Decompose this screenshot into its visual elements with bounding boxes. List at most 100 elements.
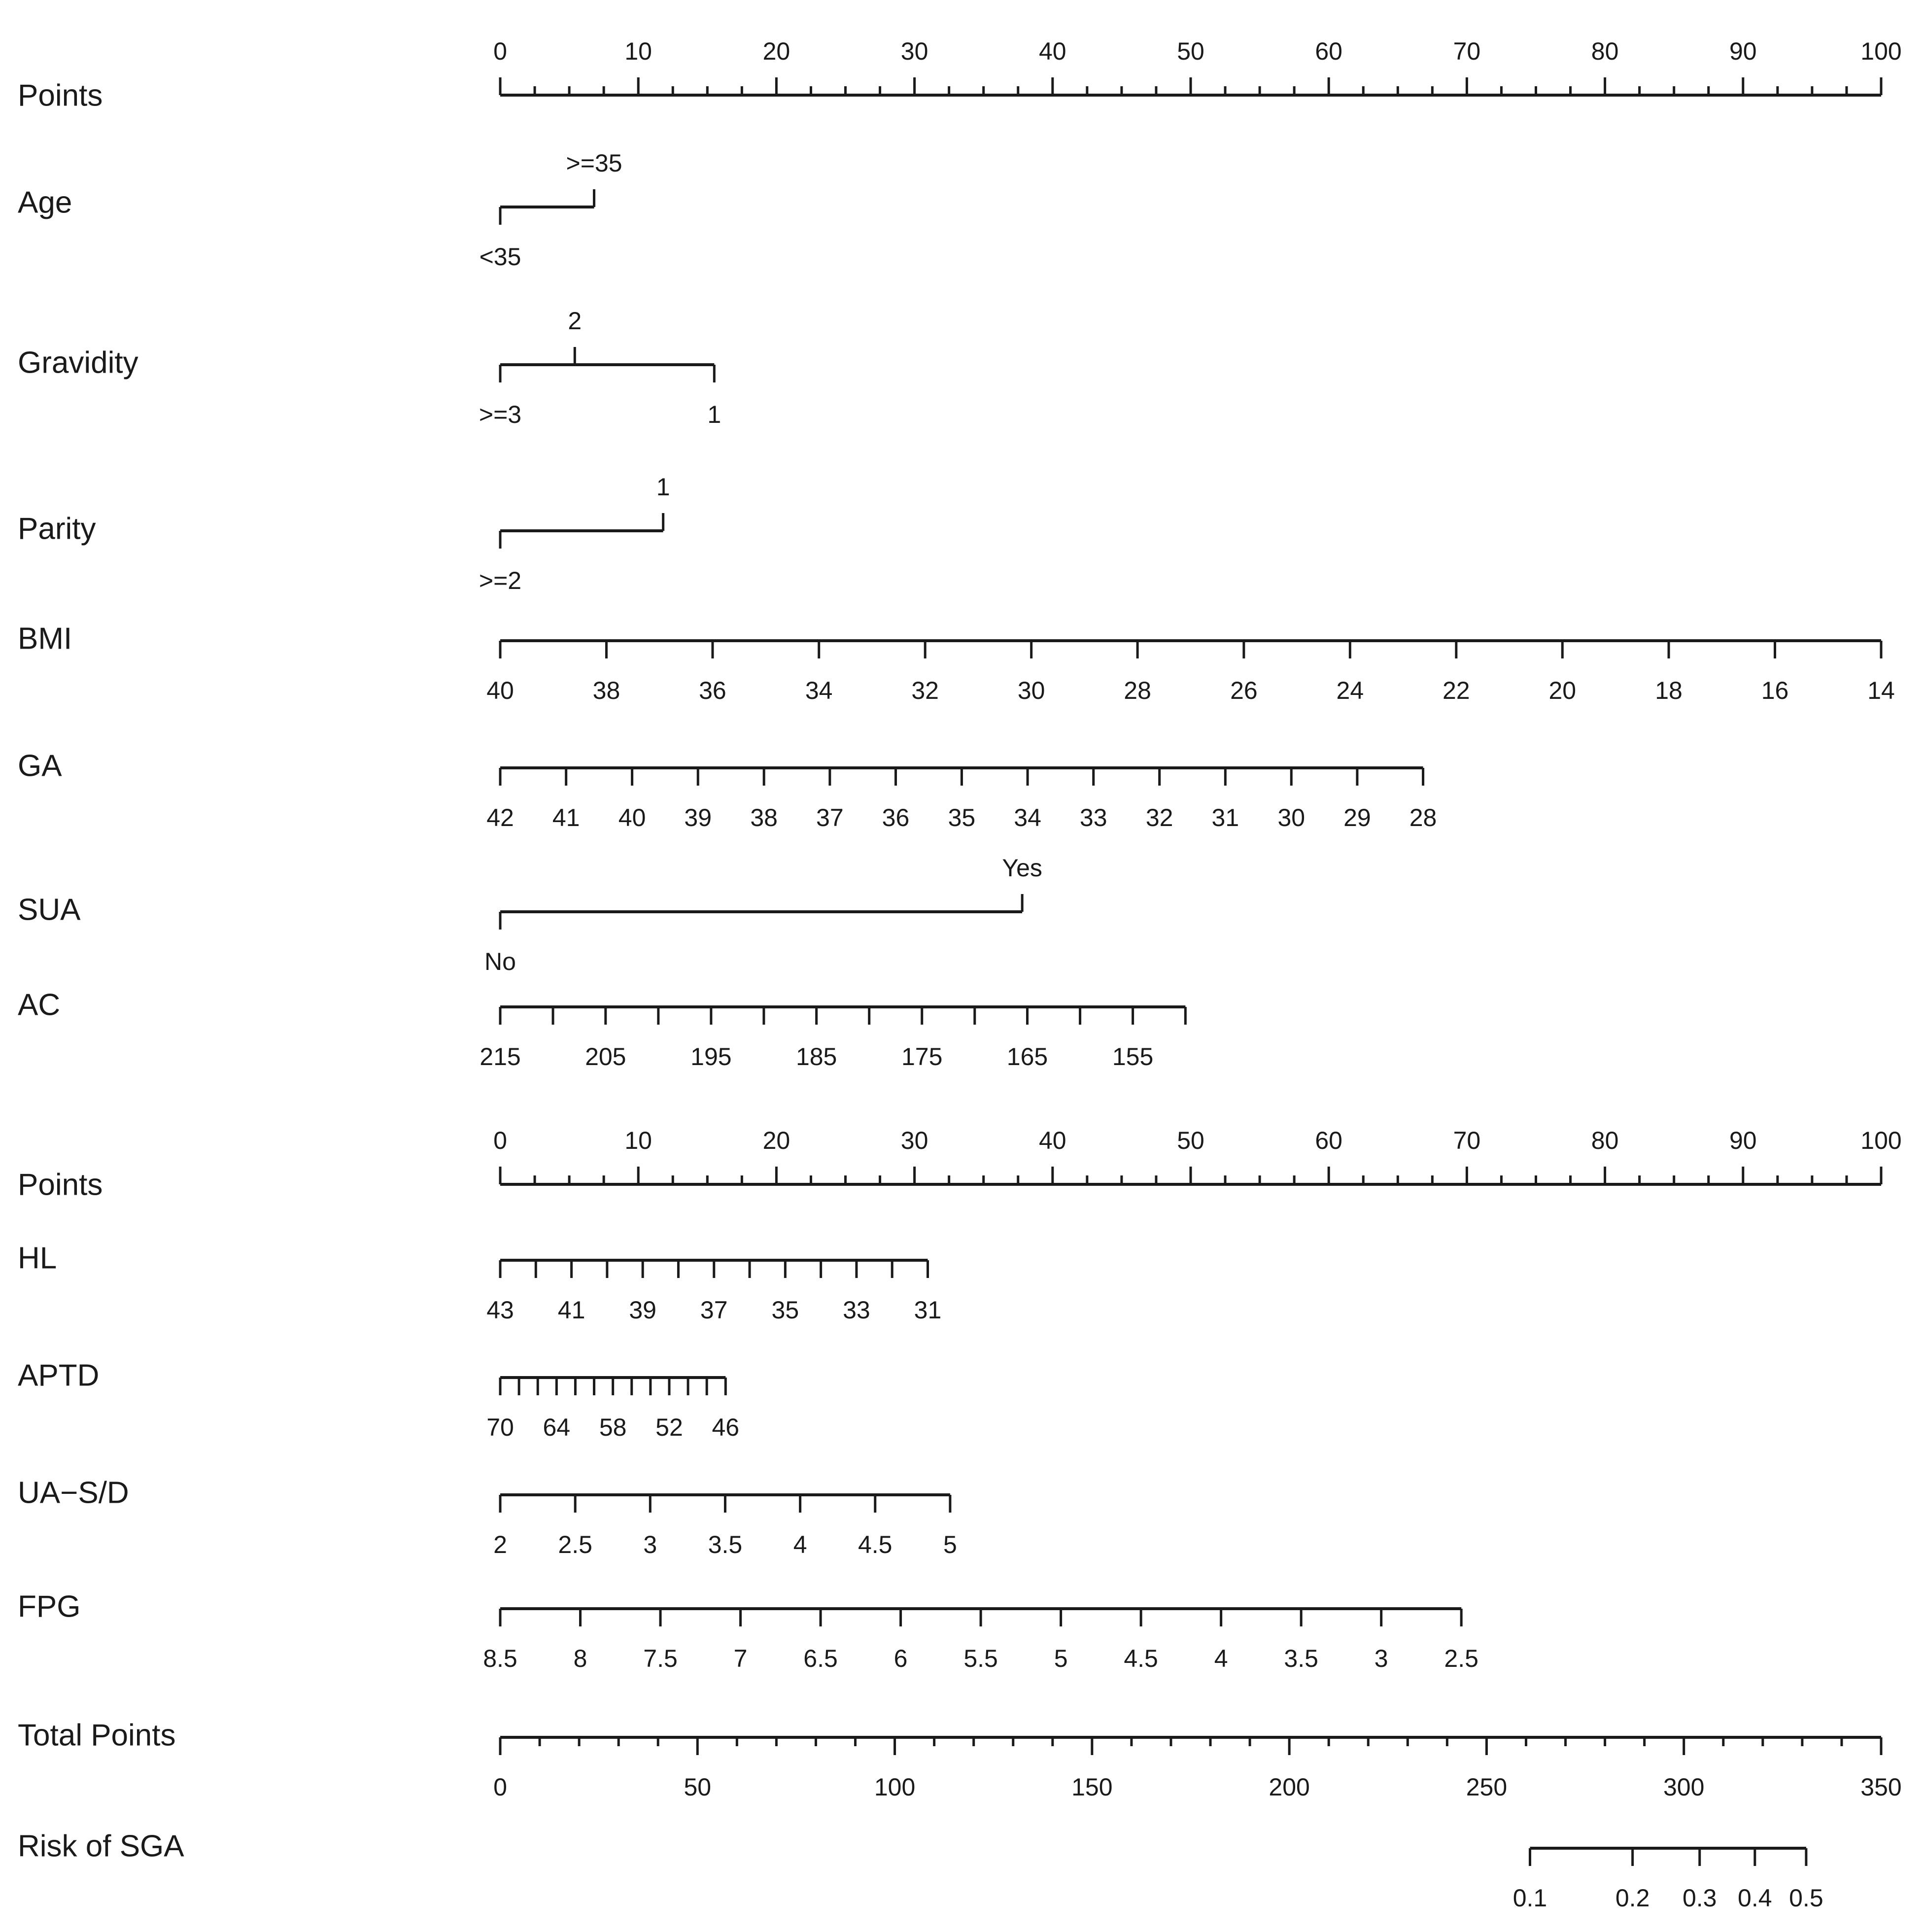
tick-label-ga-37: 37 [816,804,844,831]
tick-label-aptd-70: 70 [486,1414,514,1441]
tick-label-aptd-64: 64 [543,1414,571,1441]
tick-label-bmi-14: 14 [1867,677,1895,704]
tick-label-points-mid-60: 60 [1315,1127,1342,1154]
tick-label-ac-215: 215 [480,1043,520,1070]
row-points-mid: Points 0 10 20 30 40 50 60 70 80 90 100 [18,1127,1902,1202]
tick-label-total-points-350: 350 [1860,1773,1901,1801]
tick-label-bmi-34: 34 [805,677,833,704]
tick-label-ac-175: 175 [901,1043,942,1070]
tick-label-fpg-6-5: 6.5 [803,1645,838,1672]
tick-label-ga-32: 32 [1146,804,1173,831]
tick-label-fpg-4: 4 [1214,1645,1228,1672]
tick-label-total-points-50: 50 [684,1773,711,1801]
tick-label-gravidity-1: 1 [707,401,721,428]
tick-label-hl-43: 43 [486,1296,514,1324]
tick-label-ga-41: 41 [552,804,580,831]
tick-label-sua-yes: Yes [1002,854,1042,882]
tick-label-points-mid-90: 90 [1729,1127,1757,1154]
row-parity: Parity >=2 1 [18,473,670,594]
row-ua-sd: UA−S/D 2 2.5 3 3.5 4 4.5 5 [18,1476,957,1558]
tick-label-ac-185: 185 [796,1043,837,1070]
tick-label-ga-30: 30 [1277,804,1305,831]
tick-label-fpg-7: 7 [734,1645,748,1672]
tick-label-points-top-0: 0 [493,37,507,65]
row-label-bmi: BMI [18,621,72,656]
tick-label-aptd-58: 58 [599,1414,627,1441]
tick-label-bmi-38: 38 [593,677,620,704]
tick-label-points-mid-80: 80 [1591,1127,1619,1154]
tick-label-bmi-30: 30 [1018,677,1045,704]
tick-label-points-top-40: 40 [1039,37,1066,65]
tick-label-ua-sd-2-5: 2.5 [558,1531,592,1558]
tick-label-points-top-70: 70 [1453,37,1481,65]
tick-label-ua-sd-3-5: 3.5 [708,1531,743,1558]
tick-label-ga-29: 29 [1343,804,1371,831]
tick-label-points-mid-50: 50 [1177,1127,1204,1154]
tick-label-aptd-52: 52 [655,1414,683,1441]
tick-label-fpg-8: 8 [574,1645,587,1672]
tick-label-ua-sd-5: 5 [943,1531,957,1558]
tick-label-total-points-300: 300 [1663,1773,1704,1801]
row-label-aptd: APTD [18,1358,99,1392]
tick-label-total-points-100: 100 [874,1773,915,1801]
tick-label-sua-no: No [484,948,516,975]
tick-label-ga-36: 36 [882,804,910,831]
tick-label-hl-37: 37 [700,1296,728,1324]
tick-label-ua-sd-3: 3 [643,1531,657,1558]
tick-label-gravidity-2: 2 [568,307,582,335]
tick-label-parity-2: >=2 [479,567,521,594]
row-points-top: Points 0 10 20 30 40 50 60 70 80 90 100 [18,37,1902,112]
tick-label-points-top-50: 50 [1177,37,1204,65]
tick-label-points-top-10: 10 [624,37,652,65]
tick-label-fpg-6: 6 [894,1645,908,1672]
tick-label-bmi-26: 26 [1230,677,1258,704]
tick-label-risk-0-2: 0.2 [1615,1884,1650,1912]
tick-label-points-mid-20: 20 [763,1127,790,1154]
tick-label-fpg-8-5: 8.5 [483,1645,517,1672]
tick-label-risk-0-3: 0.3 [1683,1884,1717,1912]
tick-label-fpg-3-5: 3.5 [1284,1645,1318,1672]
tick-label-ac-165: 165 [1007,1043,1048,1070]
tick-label-ga-34: 34 [1014,804,1041,831]
row-label-age: Age [18,185,72,219]
tick-label-total-points-0: 0 [493,1773,507,1801]
tick-label-points-mid-10: 10 [624,1127,652,1154]
row-label-ua-sd: UA−S/D [18,1476,129,1510]
tick-label-total-points-150: 150 [1071,1773,1112,1801]
tick-label-gravidity-3: >=3 [479,401,521,428]
tick-label-fpg-3: 3 [1374,1645,1388,1672]
tick-label-ga-40: 40 [618,804,646,831]
tick-label-points-mid-0: 0 [493,1127,507,1154]
tick-label-fpg-5: 5 [1054,1645,1068,1672]
tick-label-points-mid-40: 40 [1039,1127,1066,1154]
tick-label-aptd-46: 46 [712,1414,739,1441]
tick-label-points-top-80: 80 [1591,37,1619,65]
tick-label-total-points-250: 250 [1466,1773,1507,1801]
tick-label-ga-38: 38 [750,804,778,831]
tick-label-points-mid-70: 70 [1453,1127,1481,1154]
row-label-hl: HL [18,1241,57,1275]
row-label-ga: GA [18,749,62,783]
tick-label-hl-41: 41 [558,1296,585,1324]
tick-label-age-35: >=35 [566,149,622,177]
tick-label-hl-31: 31 [914,1296,942,1324]
row-label-ac: AC [18,988,60,1022]
tick-label-ac-205: 205 [585,1043,626,1070]
row-label-risk: Risk of SGA [18,1829,184,1863]
tick-label-ga-42: 42 [486,804,514,831]
row-label-sua: SUA [18,893,81,927]
tick-label-fpg-7-5: 7.5 [643,1645,678,1672]
tick-label-fpg-5-5: 5.5 [963,1645,998,1672]
tick-label-points-mid-100: 100 [1860,1127,1901,1154]
tick-label-bmi-32: 32 [911,677,939,704]
tick-label-ua-sd-4-5: 4.5 [858,1531,893,1558]
row-ac: AC 215 205 195 185 175 165 155 [18,988,1187,1070]
tick-label-points-top-100: 100 [1860,37,1901,65]
tick-label-bmi-18: 18 [1655,677,1683,704]
tick-label-ua-sd-4: 4 [793,1531,807,1558]
tick-label-bmi-36: 36 [699,677,726,704]
tick-label-points-mid-30: 30 [901,1127,928,1154]
row-gravidity: Gravidity >=3 2 1 [18,307,721,428]
row-label-total-points: Total Points [18,1718,176,1752]
